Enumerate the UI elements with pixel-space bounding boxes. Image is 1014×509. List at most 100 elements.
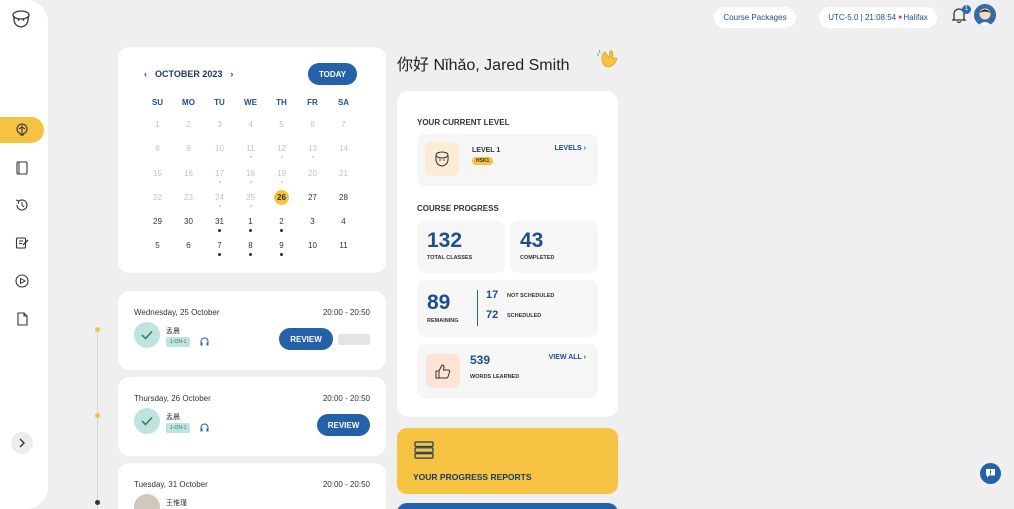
expand-sidebar-button[interactable] bbox=[11, 432, 33, 454]
calendar-day[interactable]: 25 bbox=[235, 185, 266, 209]
timezone-pill[interactable]: UTC-5.0 | 21:08:54 ● Halifax bbox=[819, 7, 937, 28]
calendar-day[interactable]: 10 bbox=[204, 136, 235, 160]
calendar-day[interactable]: 13 bbox=[297, 136, 328, 160]
calendar-day[interactable]: 19 bbox=[266, 161, 297, 185]
calendar-day[interactable]: 9 bbox=[266, 233, 297, 257]
bell-icon[interactable] bbox=[950, 6, 968, 24]
next-month-icon[interactable]: › bbox=[230, 69, 234, 79]
calendar-day-number: 5 bbox=[279, 120, 284, 129]
prev-month-icon[interactable]: ‹ bbox=[144, 69, 147, 79]
progress-reports-label: YOUR PROGRESS REPORTS bbox=[413, 472, 532, 482]
calendar-day-number: 26 bbox=[274, 189, 289, 205]
calendar-day[interactable]: 24 bbox=[204, 185, 235, 209]
calendar-day[interactable]: 4 bbox=[235, 112, 266, 136]
lesson-dot bbox=[249, 229, 252, 233]
lesson-dot bbox=[218, 229, 221, 233]
calendar-day[interactable]: 12 bbox=[266, 136, 297, 160]
nav-item-documents[interactable] bbox=[0, 306, 44, 332]
lesson-dot bbox=[280, 253, 283, 257]
calendar-day[interactable]: 7 bbox=[204, 233, 235, 257]
calendar-day[interactable]: 1 bbox=[142, 112, 173, 136]
calendar-day[interactable]: 8 bbox=[235, 233, 266, 257]
calendar-day[interactable]: 17 bbox=[204, 161, 235, 185]
calendar-day[interactable]: 4 bbox=[328, 209, 359, 233]
weekday-header: SA bbox=[337, 98, 350, 107]
calendar-day[interactable]: 15 bbox=[142, 161, 173, 185]
calendar-day[interactable]: 11 bbox=[328, 233, 359, 257]
lesson-dot bbox=[218, 253, 221, 257]
view-all-link[interactable]: VIEW ALL › bbox=[549, 354, 586, 361]
calendar-day[interactable]: 8 bbox=[142, 136, 173, 160]
calendar-day[interactable]: 31 bbox=[204, 209, 235, 233]
hsk-badge: HSK1 bbox=[472, 157, 494, 165]
calendar-day-number: 4 bbox=[248, 120, 253, 129]
calendar-day[interactable]: 23 bbox=[173, 185, 204, 209]
calendar-day[interactable]: 5 bbox=[142, 233, 173, 257]
calendar-day[interactable]: 30 bbox=[173, 209, 204, 233]
review-button[interactable]: REVIEW bbox=[317, 414, 370, 436]
remaining-value: 89 bbox=[427, 291, 451, 314]
calendar-day[interactable]: 16 bbox=[173, 161, 204, 185]
calendar-day[interactable]: 27 bbox=[297, 185, 328, 209]
brain-icon bbox=[16, 123, 28, 136]
secondary-tile[interactable] bbox=[397, 503, 618, 509]
calendar-day[interactable]: 1 bbox=[235, 209, 266, 233]
calendar-day[interactable]: 9 bbox=[173, 136, 204, 160]
calendar-header: ‹ OCTOBER 2023 › bbox=[144, 69, 233, 79]
calendar-day[interactable]: 18 bbox=[235, 161, 266, 185]
calendar-day[interactable]: 10 bbox=[297, 233, 328, 257]
lesson-card: Thursday, 26 October 20:00 - 20:50 孟晨 1-… bbox=[118, 377, 386, 456]
nav-item-book[interactable] bbox=[0, 155, 44, 181]
levels-link[interactable]: LEVELS › bbox=[554, 145, 586, 152]
calendar-day-number: 18 bbox=[246, 168, 255, 178]
calendar-day[interactable]: 2 bbox=[173, 112, 204, 136]
progress-reports-tile[interactable]: YOUR PROGRESS REPORTS bbox=[397, 428, 618, 494]
calendar-day[interactable]: 2 bbox=[266, 209, 297, 233]
calendar-day-number: 29 bbox=[153, 217, 162, 227]
calendar-day[interactable]: 21 bbox=[328, 161, 359, 185]
greeting: 你好 Nǐhǎo, Jared Smith bbox=[397, 51, 570, 75]
calendar-day[interactable]: 29 bbox=[142, 209, 173, 233]
nav-item-homework[interactable] bbox=[0, 230, 44, 256]
words-learned-value: 539 bbox=[470, 353, 491, 367]
avatar[interactable] bbox=[974, 4, 996, 26]
calendar-day[interactable]: 11 bbox=[235, 136, 266, 160]
today-button[interactable]: TODAY bbox=[308, 63, 357, 85]
calendar-day[interactable]: 3 bbox=[204, 112, 235, 136]
calendar-day[interactable]: 6 bbox=[173, 233, 204, 257]
chat-icon bbox=[986, 469, 995, 478]
not-scheduled-label: NOT SCHEDULED bbox=[507, 293, 555, 299]
lesson-time: 20:00 - 20:50 bbox=[322, 308, 370, 317]
review-button[interactable]: REVIEW bbox=[279, 328, 333, 350]
nav-item-videos[interactable] bbox=[0, 268, 44, 294]
calendar-day[interactable]: 3 bbox=[297, 209, 328, 233]
calendar-day-number: 19 bbox=[277, 168, 286, 178]
calendar-day[interactable]: 6 bbox=[297, 112, 328, 136]
chat-button[interactable] bbox=[980, 463, 1001, 484]
lesson-date: Thursday, 26 October bbox=[134, 394, 211, 403]
calendar-day-number: 6 bbox=[310, 120, 315, 129]
calendar-day[interactable]: 22 bbox=[142, 185, 173, 209]
calendar-day[interactable]: 20 bbox=[297, 161, 328, 185]
words-learned-box: 539 WORDS LEARNED VIEW ALL › bbox=[417, 344, 598, 398]
calendar-day[interactable]: 7 bbox=[328, 112, 359, 136]
calendar-day-number: 2 bbox=[279, 217, 284, 227]
calendar-day[interactable]: 5 bbox=[266, 112, 297, 136]
levels-link-label: LEVELS bbox=[554, 145, 582, 152]
scheduled-value: 72 bbox=[486, 309, 499, 321]
calendar-day-number: 22 bbox=[153, 192, 162, 202]
timezone-city: Halifax bbox=[903, 13, 928, 22]
calendar-day[interactable]: 28 bbox=[328, 185, 359, 209]
logo-icon[interactable] bbox=[10, 8, 32, 30]
nav-item-dashboard[interactable] bbox=[0, 117, 44, 143]
thumbs-up-icon bbox=[426, 354, 460, 388]
calendar-day-number: 3 bbox=[217, 120, 222, 129]
calendar-day[interactable]: 14 bbox=[328, 136, 359, 160]
course-packages-button[interactable]: Course Packages bbox=[714, 7, 796, 28]
level-mascot-icon bbox=[425, 142, 459, 176]
nav-item-history[interactable] bbox=[0, 192, 44, 218]
lesson-dot bbox=[249, 204, 252, 207]
teacher-name: 孟晨 bbox=[166, 414, 180, 421]
calendar-day[interactable]: 26 bbox=[266, 185, 297, 209]
calendar-day-number: 25 bbox=[246, 192, 255, 202]
